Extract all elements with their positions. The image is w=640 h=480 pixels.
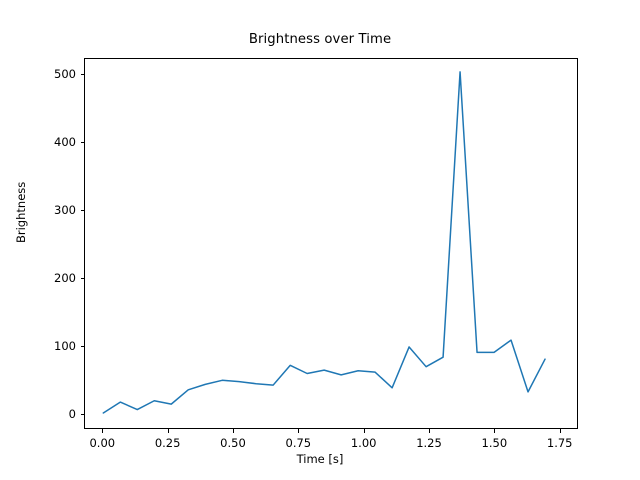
x-axis-label: Time [s] [296, 452, 344, 466]
x-tick-label: 0.50 [220, 436, 246, 450]
y-axis-label: Brightness [14, 181, 28, 243]
x-tick-label: 0.75 [285, 436, 312, 450]
x-tick-mark [429, 429, 431, 433]
x-tick-label: 1.25 [416, 436, 442, 450]
x-tick-mark [167, 429, 169, 433]
y-tick-label: 0 [68, 407, 76, 422]
y-tick-label: 400 [54, 134, 76, 149]
y-tick-label: 300 [54, 202, 76, 217]
y-tick-mark [80, 414, 84, 416]
x-tick-label: 1.75 [546, 436, 573, 450]
line-plot [102, 71, 546, 414]
x-tick-label: 1.00 [350, 436, 377, 450]
chart-title: Brightness over Time [248, 32, 392, 47]
y-tick-mark [80, 345, 84, 348]
y-tick-label: 500 [54, 66, 76, 81]
x-tick-label: 0.00 [89, 436, 116, 450]
x-tick-mark [494, 429, 496, 433]
x-tick-mark [232, 429, 235, 433]
y-tick-mark [80, 73, 84, 75]
plot-axes [84, 58, 578, 429]
y-tick-label: 100 [54, 338, 76, 353]
y-tick-mark [80, 209, 84, 211]
x-tick-mark [102, 429, 104, 433]
y-tick-mark [80, 141, 84, 143]
y-tick-label: 200 [54, 270, 76, 285]
x-tick-mark [363, 429, 365, 433]
brightness-line-series [102, 71, 546, 414]
x-tick-label: 0.25 [154, 436, 181, 450]
x-tick-label: 1.50 [481, 436, 508, 450]
y-tick-mark [80, 277, 84, 279]
x-tick-mark [298, 429, 300, 433]
x-tick-mark [559, 429, 561, 433]
